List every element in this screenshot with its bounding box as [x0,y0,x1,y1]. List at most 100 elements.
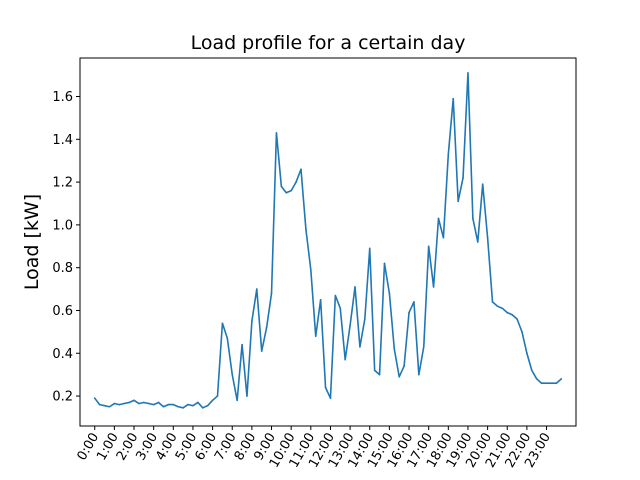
data-point [550,382,553,385]
data-point [211,399,214,402]
data-point [147,402,150,405]
data-point [422,346,425,348]
data-point [226,337,229,340]
data-point [418,373,420,376]
y-tick-label: 1.2 [52,176,73,191]
data-point [408,311,410,314]
data-point [206,404,209,407]
data-point [447,153,450,156]
data-point [221,322,224,325]
data-point [251,320,253,322]
data-point [152,403,155,406]
data-point [162,405,165,408]
data-point [255,288,258,290]
data-point [246,395,248,397]
data-point [295,181,297,183]
data-point [334,294,337,297]
data-point [216,395,219,397]
series-line-load [93,72,563,409]
data-point [467,72,469,74]
data-point [310,269,312,271]
data-point [275,132,278,134]
data-point [481,183,484,186]
data-point [324,386,327,389]
data-point [128,401,130,404]
data-point [506,311,509,314]
y-tick-label: 0.6 [52,304,73,319]
data-point [319,298,322,301]
data-point [442,236,445,239]
plot-area-frame [79,57,577,427]
data-point [511,313,513,316]
data-point [432,286,435,288]
data-point [236,399,238,402]
data-point [314,335,317,337]
data-point [359,346,361,348]
data-point [373,369,376,372]
data-point [540,382,543,385]
data-point [457,200,459,203]
y-tick-label: 0.8 [52,261,73,276]
data-point [103,404,106,407]
data-point [344,358,346,361]
data-point [476,241,479,243]
data-point [437,217,440,220]
data-point [290,189,292,192]
y-axis-ticks: 0.2 0.4 0.6 0.8 1.0 1.2 1.4 1.6 [52,90,80,405]
data-point [501,307,504,310]
data-point [516,318,518,320]
data-point [383,262,386,265]
chart-title: Load profile for a certain day [191,32,466,54]
data-point [285,191,288,194]
data-point [496,305,499,307]
data-point [133,399,135,402]
data-point [167,403,170,406]
data-point [270,292,273,295]
data-point [462,177,464,179]
data-point [364,318,366,320]
data-point [349,324,351,327]
data-point [378,373,381,376]
data-point [187,403,189,406]
data-point [231,373,234,376]
data-point [472,217,474,220]
data-point [452,97,455,100]
y-tick-label: 1.4 [52,133,73,148]
data-point [143,401,145,404]
data-point [491,301,494,303]
data-point [521,331,523,333]
data-point [177,405,180,408]
data-point [98,403,101,406]
data-point [403,365,405,367]
data-point [393,348,396,350]
y-tick-label: 0.2 [52,390,73,405]
y-tick-label: 1.0 [52,218,73,233]
data-points [93,72,563,409]
y-tick-label: 0.4 [52,347,73,362]
data-point [172,403,175,406]
data-point [118,403,121,406]
data-point [113,402,116,405]
data-point [241,343,243,346]
data-point [123,402,125,405]
data-point [427,245,430,248]
data-point [339,307,342,310]
data-point [555,382,558,385]
y-axis-label: Load [kW] [21,194,43,290]
data-point [93,397,96,399]
data-point [108,405,111,408]
data-point [535,378,538,380]
data-point [280,185,283,188]
y-tick-label: 1.6 [52,90,73,105]
data-point [388,292,391,295]
data-point [329,397,332,399]
data-point [486,236,489,239]
data-point [305,228,307,230]
data-point [398,375,401,378]
data-point [368,247,371,250]
data-point [197,401,199,404]
data-point [531,369,533,372]
data-point [138,402,140,405]
